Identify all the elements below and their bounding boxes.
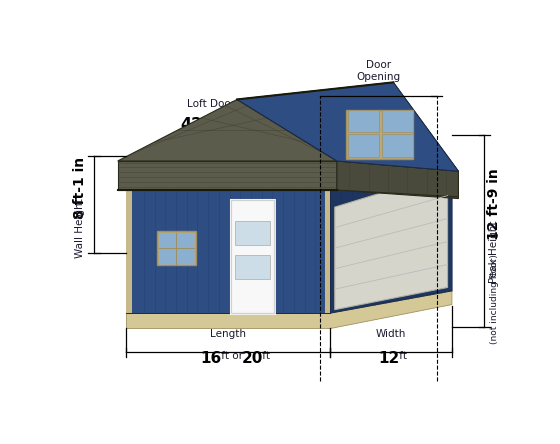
Bar — [346, 110, 413, 159]
Bar — [127, 190, 132, 313]
Bar — [235, 221, 270, 245]
Polygon shape — [237, 82, 459, 171]
Text: 32: 32 — [250, 116, 272, 131]
Bar — [231, 200, 274, 313]
Text: 42-3/4: 42-3/4 — [181, 116, 237, 131]
Text: Wall Height: Wall Height — [74, 198, 85, 258]
Text: Opening: Opening — [356, 72, 400, 82]
Text: 12: 12 — [378, 351, 399, 366]
Bar — [235, 255, 270, 279]
Polygon shape — [237, 82, 459, 171]
Polygon shape — [127, 291, 452, 329]
Text: in H: in H — [263, 116, 287, 127]
Polygon shape — [337, 161, 459, 197]
Bar — [382, 110, 413, 132]
Text: Loft Door Opening: Loft Door Opening — [187, 99, 283, 109]
Bar — [231, 200, 274, 313]
Polygon shape — [337, 161, 459, 198]
Text: Door: Door — [366, 60, 391, 70]
Bar — [348, 110, 379, 132]
Text: Width: Width — [376, 329, 407, 339]
Text: 20: 20 — [241, 351, 263, 366]
Text: ft: ft — [395, 351, 407, 361]
Bar — [348, 135, 379, 157]
Text: Peak Height: Peak Height — [489, 220, 499, 283]
Text: 8: 8 — [367, 84, 378, 99]
Bar — [159, 233, 194, 264]
Bar — [325, 190, 330, 313]
Text: 16: 16 — [200, 351, 221, 366]
Text: ft: ft — [259, 351, 270, 361]
Bar — [231, 200, 274, 313]
Text: in W x: in W x — [224, 116, 263, 127]
Bar — [382, 135, 413, 157]
Polygon shape — [118, 99, 337, 161]
Text: (not including floor): (not including floor) — [489, 254, 498, 345]
Text: 12 ft-9 in: 12 ft-9 in — [487, 168, 501, 240]
Text: Length: Length — [211, 329, 246, 339]
Polygon shape — [127, 190, 330, 313]
Text: 8 ft-1 in: 8 ft-1 in — [73, 156, 87, 218]
Bar — [157, 231, 196, 265]
Polygon shape — [335, 173, 447, 310]
Polygon shape — [330, 168, 452, 313]
Text: ft: ft — [382, 84, 394, 94]
Polygon shape — [118, 161, 337, 190]
Text: ft or: ft or — [217, 351, 246, 361]
